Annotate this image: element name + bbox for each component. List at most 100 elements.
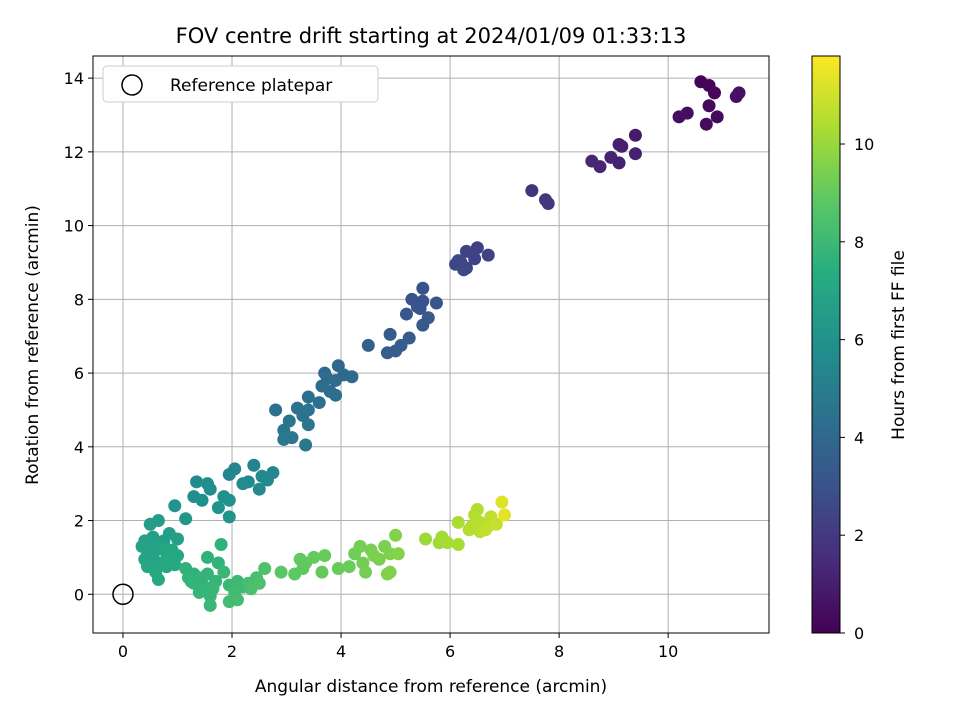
x-tick-label: 4 [336,642,346,661]
data-point [440,536,454,550]
x-tick-label: 6 [445,642,455,661]
data-point [451,254,465,268]
data-point [299,438,313,452]
data-point [462,523,476,537]
data-point [230,593,244,607]
data-point [236,477,250,491]
data-point [451,538,465,552]
reference-point-marker [112,583,134,606]
colorbar-tick-label: 2 [854,526,864,545]
data-point [498,508,512,522]
data-point [337,368,351,382]
x-tick-label: 10 [658,642,678,661]
data-point [211,501,225,515]
x-tick-label: 8 [554,642,564,661]
data-point [203,482,217,496]
data-point [217,565,231,579]
y-axis-label: Rotation from reference (arcmin) [23,205,43,485]
data-point [315,565,329,579]
data-point [301,418,315,432]
data-point [680,106,694,120]
data-point [495,495,509,509]
legend: Reference platepar [102,65,379,103]
data-point [342,560,356,574]
data-point [331,561,345,575]
y-tick-label: 8 [74,290,84,309]
data-point [318,549,332,563]
data-point [416,281,430,295]
data-point [252,482,266,496]
x-tick-label: 2 [227,642,237,661]
y-tick-label: 12 [64,143,84,162]
data-point [389,528,403,542]
y-tick-label: 6 [74,364,84,383]
data-point [470,241,484,255]
data-point [732,86,746,100]
y-tick-label: 4 [74,438,84,457]
colorbar-gradient [811,55,841,634]
y-tick-label: 10 [64,217,84,236]
data-point [252,576,266,590]
data-point [260,473,274,487]
data-point [353,539,367,553]
y-tick-label: 2 [74,512,84,531]
data-point [146,547,160,561]
legend-reference-label: Reference platepar [170,76,332,96]
data-point [269,403,283,417]
data-point [604,150,618,164]
data-point [541,196,555,210]
data-point [247,458,261,472]
data-point [195,493,209,507]
data-point [143,517,157,531]
colorbar-tick-label: 10 [854,135,874,154]
data-point [585,154,599,168]
legend-reference-marker [121,74,143,96]
data-point [222,510,236,524]
data-point [293,552,307,566]
data-point [222,493,236,507]
data-point [361,338,375,352]
axes: 0 2 4 6 8 10 0 2 4 6 8 10 12 14 [64,55,770,661]
y-tick-label: 14 [64,69,84,88]
data-point [203,598,217,612]
data-point [307,550,321,564]
colorbar-ticks: 0 2 4 6 8 10 [840,135,874,643]
data-point [359,565,373,579]
data-point [628,147,642,161]
data-point [171,532,184,546]
data-point [258,561,272,575]
data-point [301,390,315,404]
plot-frame [92,55,770,634]
data-point [160,552,174,566]
data-point [525,184,539,198]
data-point [274,565,288,579]
x-tick-label: 0 [118,642,128,661]
data-point [419,532,433,546]
data-point [195,571,209,585]
data-point [367,549,381,563]
data-point [479,523,493,537]
colorbar-label: Hours from first FF file [889,250,909,440]
data-point [451,515,465,529]
colorbar-tick-label: 0 [854,624,864,643]
data-point [416,318,430,332]
data-point [320,372,334,386]
data-point [702,99,716,113]
data-point [200,550,214,564]
data-point [429,296,443,310]
legend-box [102,65,379,103]
data-point [628,128,642,142]
y-tick-label: 0 [74,585,84,604]
grid [93,56,769,633]
data-point [190,475,204,489]
data-point [699,117,713,131]
data-point [707,86,721,100]
data-point [277,432,291,446]
data-point [222,467,236,481]
colorbar: 0 2 4 6 8 10 Hours from first FF file [811,55,909,643]
data-point [710,110,724,124]
colorbar-tick-label: 6 [854,331,864,350]
data-point [391,547,405,561]
data-point [312,396,326,410]
